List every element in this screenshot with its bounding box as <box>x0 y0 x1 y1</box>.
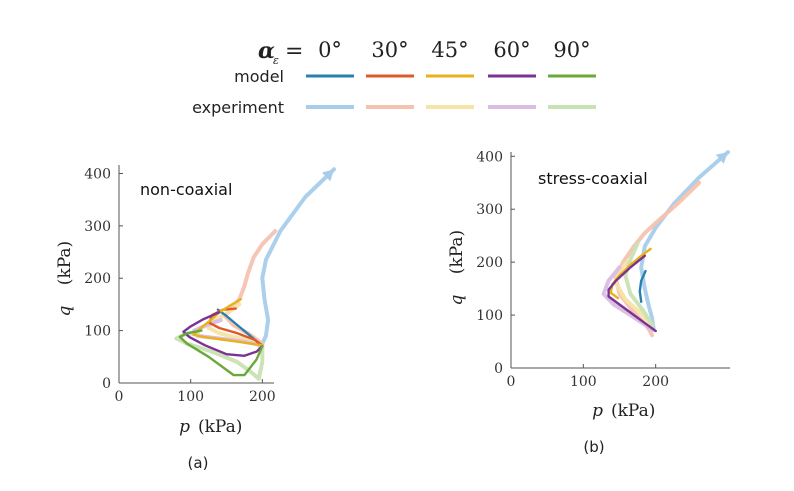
y-tick-label: 0 <box>102 376 111 392</box>
panel-a-annotation: non-coaxial <box>140 180 232 199</box>
panel-a-x-label: p (kPa) <box>179 417 242 437</box>
panel-b: 0 100 200 0 100 200 300 400 stress-coaxial p (k… <box>447 149 730 456</box>
x-tick-label: 200 <box>642 374 669 390</box>
series-experiment-line <box>601 265 655 332</box>
legend-angle-labels: 0° 30° 45° 60° 90° <box>318 38 591 62</box>
y-tick-label: 200 <box>84 271 111 287</box>
legend-angle-label: 90° <box>553 38 590 62</box>
legend-row-experiment: experiment <box>192 98 284 117</box>
y-tick-label: 400 <box>476 149 503 165</box>
panel-b-annotation: stress-coaxial <box>538 169 648 188</box>
panel-a-y-label-unit: (kPa) <box>55 241 75 285</box>
legend-alpha-equals: = <box>285 39 303 64</box>
series-experiment-line <box>257 167 336 349</box>
series-arrowhead <box>321 169 334 182</box>
x-tick-label: 0 <box>507 374 516 390</box>
x-tick-label: 100 <box>570 374 597 390</box>
series-arrowhead <box>715 152 728 164</box>
series-model-line <box>178 329 264 377</box>
x-tick-label: 0 <box>115 389 124 405</box>
panel-b-x-label-unit: (kPa) <box>611 401 655 421</box>
plot-a-series <box>174 167 336 381</box>
legend-row-model: model <box>234 67 284 86</box>
x-tick-label: 200 <box>249 389 276 405</box>
plot-b-series <box>601 150 730 338</box>
y-tick-label: 400 <box>84 166 111 182</box>
panel-b-y-label-unit: (kPa) <box>447 230 467 274</box>
y-tick-label: 100 <box>476 308 503 324</box>
legend-angle-label: 0° <box>318 38 342 62</box>
series-model-line <box>607 254 657 333</box>
legend-angle-label: 45° <box>431 38 468 62</box>
panel-a-x-label-var: p <box>179 417 190 437</box>
y-tick-label: 200 <box>476 255 503 271</box>
series-experiment-line <box>613 260 654 328</box>
panel-a: 0 100 200 0 100 200 300 400 non-coaxial p (kPa)… <box>55 165 336 472</box>
panel-b-x-label: p (kPa) <box>592 401 655 421</box>
panel-a-ticks: 0 100 200 0 100 200 300 400 <box>84 166 275 405</box>
legend-swatches <box>306 74 596 109</box>
series-model-line <box>638 269 647 303</box>
series-model-line <box>182 311 264 357</box>
y-tick-label: 300 <box>476 202 503 218</box>
panel-b-y-label: q (kPa) <box>447 230 467 306</box>
panel-b-x-label-var: p <box>592 401 603 421</box>
legend-alpha-symbol: α <box>258 38 275 64</box>
series-experiment-line <box>639 150 730 331</box>
x-tick-label: 100 <box>177 389 204 405</box>
series-model-line <box>609 247 652 300</box>
panel-a-x-label-unit: (kPa) <box>198 417 242 437</box>
legend-angle-label: 30° <box>371 38 408 62</box>
panel-b-ticks: 0 100 200 0 100 200 300 400 <box>476 149 669 390</box>
legend: α ε = 0° 30° 45° 60° 90° model experiment <box>192 38 596 117</box>
panel-a-caption: (a) <box>188 454 209 472</box>
panel-b-y-label-var: q <box>447 294 467 305</box>
panel-b-caption: (b) <box>583 438 604 456</box>
y-tick-label: 0 <box>494 361 503 377</box>
series-experiment-line <box>623 241 655 328</box>
y-tick-label: 300 <box>84 219 111 235</box>
panel-a-y-label: q (kPa) <box>55 241 75 317</box>
panel-a-y-label-var: q <box>55 305 75 316</box>
legend-angle-label: 60° <box>493 38 530 62</box>
y-tick-label: 100 <box>84 324 111 340</box>
legend-alpha-subscript: ε <box>273 54 279 67</box>
